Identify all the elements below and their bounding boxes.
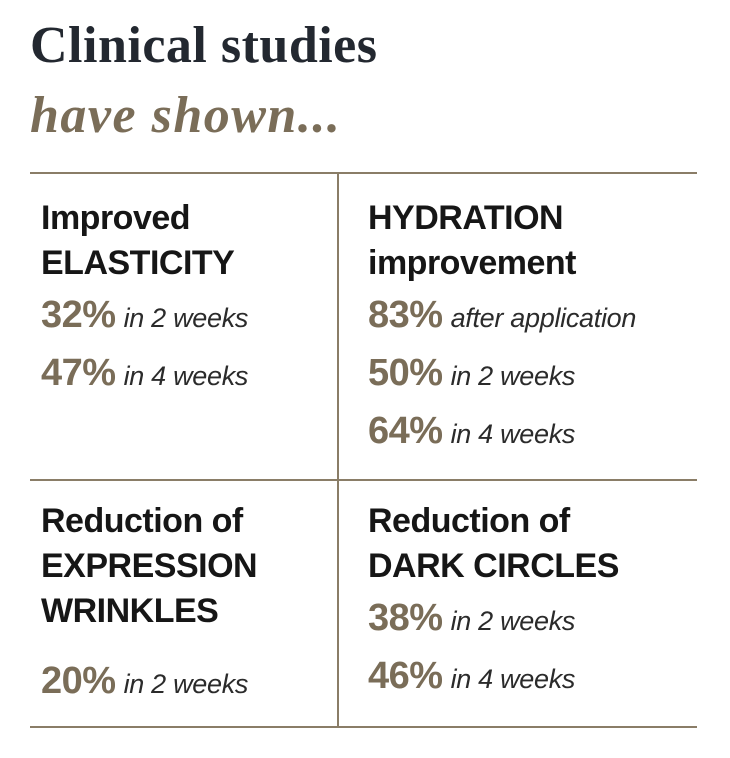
stat-row: 20% in 2 weeks: [41, 660, 257, 718]
stat-timeframe: in 4 weeks: [450, 664, 576, 694]
heading-line: ELASTICITY: [41, 244, 235, 282]
stat-list: 32% in 2 weeks 47% in 4 weeks: [41, 294, 248, 410]
page-subtitle: have shown...: [30, 87, 342, 144]
stat-row: 64% in 4 weeks: [368, 410, 636, 468]
stat-list: 20% in 2 weeks: [41, 660, 257, 718]
stat-timeframe: in 2 weeks: [450, 361, 576, 391]
heading-line: improvement: [368, 244, 577, 282]
stat-row: 50% in 2 weeks: [368, 352, 636, 410]
dark-circles-cell: Reduction of DARK CIRCLES 38% in 2 weeks…: [368, 499, 619, 713]
stat-percent: 38%: [368, 597, 443, 639]
wrinkles-cell: Reduction of EXPRESSION WRINKLES 20% in …: [41, 499, 258, 718]
stat-timeframe: in 2 weeks: [123, 669, 249, 699]
heading-line: Improved: [41, 199, 191, 237]
heading-line: HYDRATION: [368, 199, 564, 237]
stat-timeframe: in 4 weeks: [123, 361, 249, 391]
stat-percent: 64%: [368, 410, 443, 452]
heading-line: Reduction of: [368, 502, 570, 540]
stat-list: 38% in 2 weeks 46% in 4 weeks: [368, 597, 619, 713]
stat-percent: 20%: [41, 660, 116, 702]
cell-heading: Improved ELASTICITY: [41, 196, 248, 286]
stat-percent: 50%: [368, 352, 443, 394]
cell-heading: Reduction of DARK CIRCLES: [368, 499, 619, 589]
elasticity-cell: Improved ELASTICITY 32% in 2 weeks 47% i…: [41, 196, 248, 410]
cell-heading: Reduction of EXPRESSION WRINKLES: [41, 499, 258, 634]
stat-timeframe: after application: [450, 303, 637, 333]
stat-row: 46% in 4 weeks: [368, 655, 619, 713]
stat-percent: 32%: [41, 294, 116, 336]
heading-line: WRINKLES: [41, 592, 219, 630]
stat-list: 83% after application 50% in 2 weeks 64%…: [368, 294, 636, 468]
stat-row: 38% in 2 weeks: [368, 597, 619, 655]
stat-row: 32% in 2 weeks: [41, 294, 248, 352]
horizontal-divider: [30, 479, 697, 481]
stat-timeframe: in 4 weeks: [450, 419, 576, 449]
cell-heading: HYDRATION improvement: [368, 196, 636, 286]
stat-percent: 46%: [368, 655, 443, 697]
vertical-divider: [337, 174, 339, 726]
heading-line: Reduction of: [41, 502, 243, 540]
stat-row: 47% in 4 weeks: [41, 352, 248, 410]
heading-line: EXPRESSION: [41, 547, 258, 585]
heading-line: DARK CIRCLES: [368, 547, 619, 585]
page-title: Clinical studies: [30, 17, 378, 74]
hydration-cell: HYDRATION improvement 83% after applicat…: [368, 196, 636, 468]
stat-timeframe: in 2 weeks: [450, 606, 576, 636]
stat-row: 83% after application: [368, 294, 636, 352]
results-grid: Improved ELASTICITY 32% in 2 weeks 47% i…: [30, 172, 697, 728]
stat-percent: 83%: [368, 294, 443, 336]
stat-percent: 47%: [41, 352, 116, 394]
stat-timeframe: in 2 weeks: [123, 303, 249, 333]
